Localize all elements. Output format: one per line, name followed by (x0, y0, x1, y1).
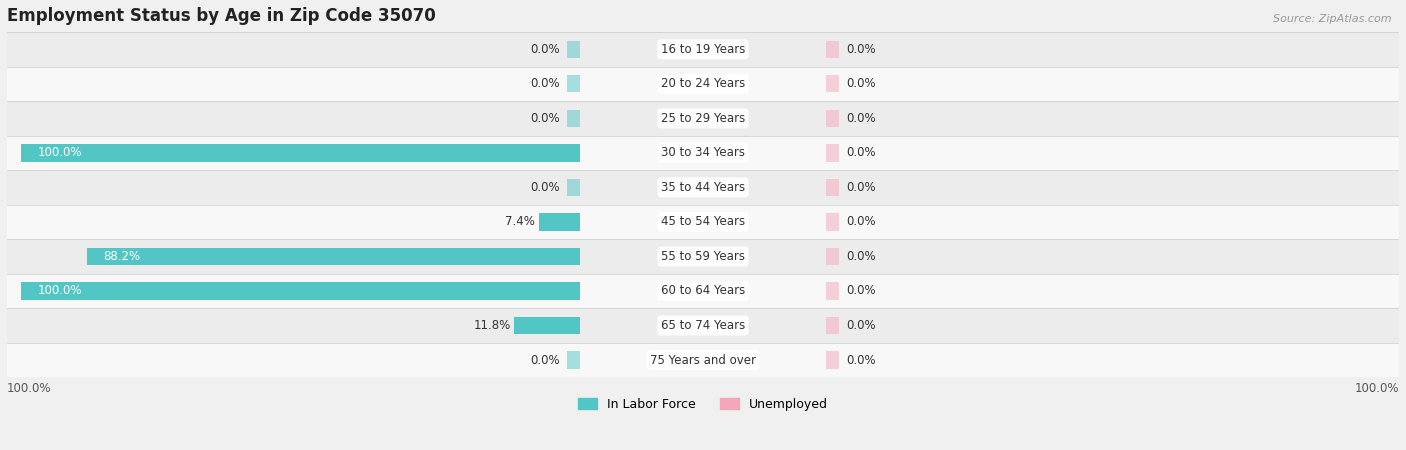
Text: 16 to 19 Years: 16 to 19 Years (661, 43, 745, 56)
Legend: In Labor Force, Unemployed: In Labor Force, Unemployed (572, 393, 834, 416)
Text: 88.2%: 88.2% (104, 250, 141, 263)
Text: 0.0%: 0.0% (846, 146, 876, 159)
Text: 100.0%: 100.0% (38, 146, 82, 159)
Bar (825, 351, 839, 369)
Bar (0, 135, 1406, 170)
Bar (825, 248, 839, 265)
Text: 11.8%: 11.8% (474, 319, 510, 332)
Bar (567, 110, 581, 127)
Text: 7.4%: 7.4% (506, 216, 536, 229)
Bar (0, 32, 1406, 67)
Bar (825, 75, 839, 92)
Text: 0.0%: 0.0% (846, 112, 876, 125)
Bar (21, 282, 581, 300)
Text: 0.0%: 0.0% (530, 43, 560, 56)
Bar (0, 205, 1406, 239)
Bar (0, 239, 1406, 274)
Bar (825, 213, 839, 230)
Bar (825, 282, 839, 300)
Text: 100.0%: 100.0% (38, 284, 82, 297)
Bar (0, 101, 1406, 135)
Bar (0, 343, 1406, 377)
Bar (825, 40, 839, 58)
Text: 0.0%: 0.0% (846, 319, 876, 332)
Bar (0, 274, 1406, 308)
Text: 35 to 44 Years: 35 to 44 Years (661, 181, 745, 194)
Text: 55 to 59 Years: 55 to 59 Years (661, 250, 745, 263)
Text: 0.0%: 0.0% (846, 354, 876, 366)
Text: 0.0%: 0.0% (530, 181, 560, 194)
Bar (825, 144, 839, 162)
Text: 25 to 29 Years: 25 to 29 Years (661, 112, 745, 125)
Bar (538, 213, 581, 230)
Text: 65 to 74 Years: 65 to 74 Years (661, 319, 745, 332)
Text: 0.0%: 0.0% (846, 77, 876, 90)
Text: 0.0%: 0.0% (846, 284, 876, 297)
Bar (0, 308, 1406, 343)
Text: 0.0%: 0.0% (846, 181, 876, 194)
Text: 30 to 34 Years: 30 to 34 Years (661, 146, 745, 159)
Text: 100.0%: 100.0% (1354, 382, 1399, 396)
Text: Employment Status by Age in Zip Code 35070: Employment Status by Age in Zip Code 350… (7, 7, 436, 25)
Bar (825, 179, 839, 196)
Text: 75 Years and over: 75 Years and over (650, 354, 756, 366)
Text: 0.0%: 0.0% (530, 112, 560, 125)
Text: 0.0%: 0.0% (530, 354, 560, 366)
Bar (0, 67, 1406, 101)
Bar (825, 317, 839, 334)
Text: 45 to 54 Years: 45 to 54 Years (661, 216, 745, 229)
Text: 0.0%: 0.0% (846, 216, 876, 229)
Bar (21, 144, 581, 162)
Text: 60 to 64 Years: 60 to 64 Years (661, 284, 745, 297)
Bar (567, 40, 581, 58)
Bar (825, 110, 839, 127)
Text: Source: ZipAtlas.com: Source: ZipAtlas.com (1274, 14, 1392, 23)
Bar (567, 179, 581, 196)
Text: 0.0%: 0.0% (846, 43, 876, 56)
Text: 0.0%: 0.0% (530, 77, 560, 90)
Text: 100.0%: 100.0% (7, 382, 52, 396)
Text: 20 to 24 Years: 20 to 24 Years (661, 77, 745, 90)
Text: 0.0%: 0.0% (846, 250, 876, 263)
Bar (515, 317, 581, 334)
Bar (87, 248, 581, 265)
Bar (0, 170, 1406, 205)
Bar (567, 351, 581, 369)
Bar (567, 75, 581, 92)
